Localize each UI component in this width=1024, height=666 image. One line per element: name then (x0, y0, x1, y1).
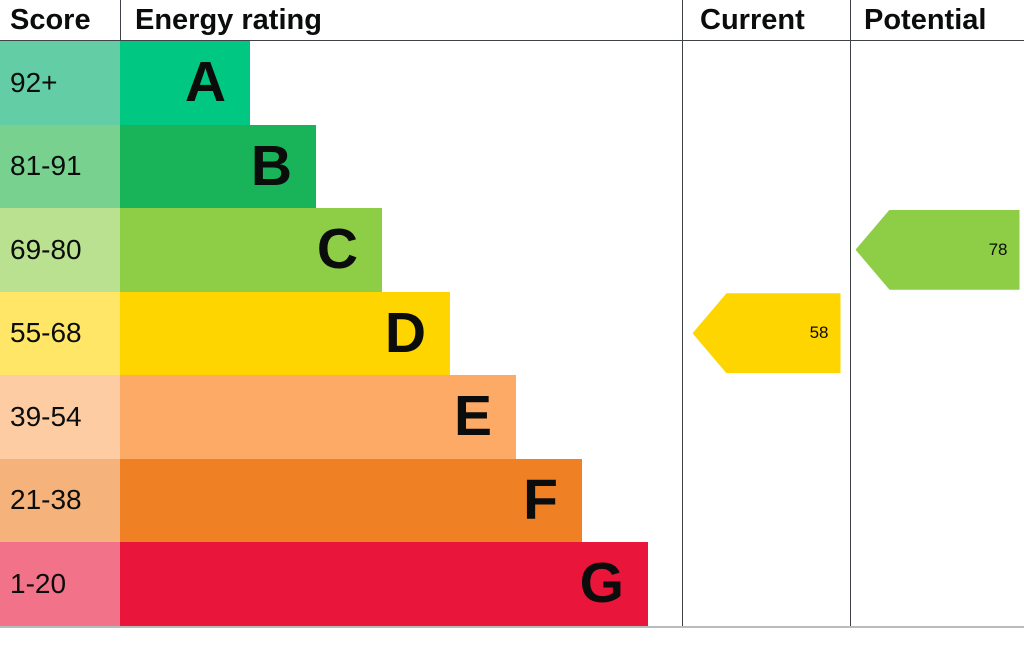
current-cell (682, 542, 850, 626)
band-score-range: 69-80 (0, 208, 120, 292)
current-arrow: 58 (692, 293, 841, 374)
band-letter: E (453, 384, 492, 449)
current-cell (682, 208, 850, 292)
band-bar: A (120, 41, 250, 125)
band-bar: C (120, 208, 382, 292)
band-row: 69-80 C 78 (0, 208, 1024, 292)
potential-cell (850, 41, 1024, 125)
band-bar-cell: F (120, 458, 682, 542)
band-score-range: 55-68 (0, 291, 120, 375)
band-row: 55-68 D 58 (0, 291, 1024, 375)
header-row: Score Energy rating Current Potential (0, 0, 1024, 41)
band-letter: A (184, 50, 226, 115)
current-cell (682, 458, 850, 542)
band-score-range: 1-20 (0, 542, 120, 626)
band-row: 81-91 B (0, 124, 1024, 208)
header-score: Score (10, 3, 91, 36)
band-bar: D (120, 291, 450, 375)
current-cell: 58 (682, 291, 850, 375)
epc-rating-chart: Score Energy rating Current Potential 92… (0, 0, 1024, 628)
header-potential: Potential (850, 0, 1024, 40)
band-row: 92+ A (0, 41, 1024, 125)
band-bar: B (120, 124, 316, 208)
band-score-range: 39-54 (0, 375, 120, 459)
current-cell (682, 375, 850, 459)
band-letter: C (316, 217, 358, 282)
band-bar-cell: E (120, 375, 682, 459)
current-cell (682, 124, 850, 208)
header-energy-rating: Energy rating (120, 0, 682, 40)
band-rows: 92+ A 81-91 B 69-80 C 78 55-68 D 58 39-54 E 21-38 F 1-… (0, 41, 1024, 626)
band-bar: G (120, 542, 648, 626)
band-row: 21-38 F (0, 458, 1024, 542)
band-bar: E (120, 375, 516, 459)
potential-arrow-value: 78 (988, 239, 1008, 259)
band-bar-cell: B (120, 124, 682, 208)
potential-arrow: 78 (855, 209, 1020, 290)
potential-cell (850, 458, 1024, 542)
band-score-range: 81-91 (0, 124, 120, 208)
band-bar-cell: G (120, 542, 682, 626)
band-row: 1-20 G (0, 542, 1024, 626)
potential-cell: 78 (850, 208, 1024, 292)
potential-cell (850, 375, 1024, 459)
current-arrow-value: 58 (809, 323, 829, 343)
band-bar-cell: A (120, 41, 682, 125)
potential-cell (850, 542, 1024, 626)
potential-cell (850, 124, 1024, 208)
band-letter: D (384, 300, 426, 365)
band-bar: F (120, 458, 582, 542)
band-row: 39-54 E (0, 375, 1024, 459)
band-bar-cell: C (120, 208, 682, 292)
band-letter: G (579, 551, 624, 616)
band-letter: B (250, 133, 292, 198)
band-score-range: 92+ (0, 41, 120, 125)
potential-cell (850, 291, 1024, 375)
band-score-range: 21-38 (0, 458, 120, 542)
header-current: Current (682, 0, 850, 40)
current-cell (682, 41, 850, 125)
band-bar-cell: D (120, 291, 682, 375)
band-letter: F (523, 467, 558, 532)
